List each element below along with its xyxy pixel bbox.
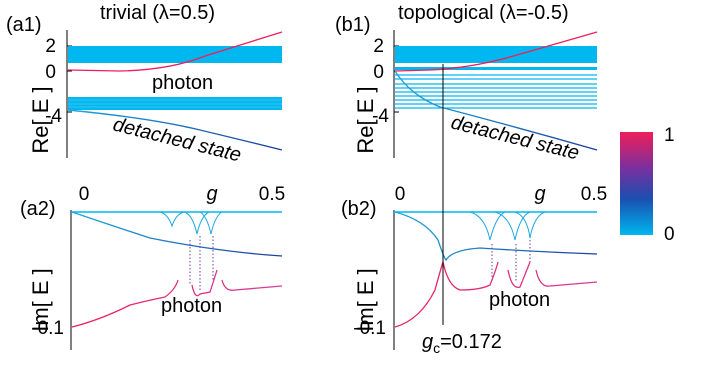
detached-curve-a1 — [67, 109, 283, 151]
xtick-05-a2: 0.5 — [259, 184, 285, 205]
im-lower-curve-b2 — [394, 211, 598, 262]
xtick-05-b2: 0.5 — [581, 184, 607, 205]
photon-label-b2: photon — [489, 289, 550, 311]
photon-curve-b1 — [394, 31, 598, 72]
photon-label-a1: photon — [152, 72, 213, 94]
band-upper-b1 — [395, 46, 597, 63]
gc-label: gc=0.172 — [422, 331, 502, 356]
ytick-neg01-b2: -0.1 — [353, 318, 386, 339]
ytick-2-b1: 2 — [373, 36, 384, 57]
photon-im-a2 — [71, 269, 283, 328]
colorbar-gradient — [620, 132, 653, 235]
resonance-dips-b2 — [469, 211, 546, 241]
band-upper-a1 — [68, 46, 282, 63]
colorbar-max-label: 1 — [664, 125, 675, 146]
xtick-0-a2: 0 — [79, 184, 90, 205]
band-lines-b1 — [395, 74, 597, 109]
xtick-g-b2: g — [534, 183, 545, 205]
title-a: trivial (λ=0.5) — [100, 2, 215, 24]
ytick-0-a1: 0 — [45, 62, 56, 83]
detached-label-a1: detached state — [111, 114, 244, 167]
detached-curve-b1 — [394, 70, 598, 151]
xtick-g-a2: g — [206, 183, 217, 205]
resonance-dips-a2 — [159, 211, 223, 235]
ytick-0-b1: 0 — [373, 62, 384, 83]
dotted-links-a2 — [189, 236, 214, 292]
colorbar: 1 0 — [620, 125, 675, 245]
re-axis-label-b: Re[ E ] — [353, 86, 378, 153]
panel-tag-a2: (a2) — [20, 198, 56, 220]
detached-label-b1: detached state — [449, 112, 582, 165]
band-lower-a1 — [68, 97, 282, 110]
band-lines-a1 — [68, 99, 282, 108]
ytick-neg4-b1: -4 — [372, 106, 389, 127]
panel-tag-b2: (b2) — [341, 198, 377, 220]
panel-b2: (b2) Im[ E ] 0 g 0.5 -0.1 photon gc=0.17… — [341, 64, 607, 356]
re-axis-label-a: Re[ E ] — [28, 86, 53, 153]
dotted-links-b2 — [491, 240, 531, 282]
colorbar-min-label: 0 — [664, 224, 675, 245]
panel-tag-b1: (b1) — [335, 14, 371, 36]
band-zero-b1 — [395, 67, 597, 70]
ytick-neg01-a2: -0.1 — [31, 318, 64, 339]
panel-a1: (a1) trivial (λ=0.5) Re[ E ] 2 0 -4 phot… — [6, 2, 283, 167]
photon-im-b2 — [394, 259, 598, 328]
panel-tag-a1: (a1) — [6, 14, 42, 36]
panel-b1: (b1) topological (λ=-0.5) Re[ E ] 2 0 -4… — [335, 2, 598, 165]
ytick-2-a1: 2 — [45, 36, 56, 57]
xtick-0-b2: 0 — [395, 184, 406, 205]
panel-a2: (a2) Im[ E ] 0 g 0.5 -0.1 photon — [20, 183, 285, 350]
gc-subscript: c — [433, 340, 440, 356]
gc-value: =0.172 — [440, 331, 502, 353]
ytick-neg4-a1: -4 — [45, 106, 62, 127]
photon-curve-a1 — [67, 31, 283, 72]
im-axis-label-a: Im[ E ] — [28, 268, 53, 332]
im-axis-label-b: Im[ E ] — [353, 268, 378, 332]
photon-label-a2: photon — [161, 295, 222, 317]
gc-symbol: g — [422, 331, 433, 353]
im-lower-curve-a2 — [71, 211, 283, 257]
title-b: topological (λ=-0.5) — [398, 2, 569, 24]
